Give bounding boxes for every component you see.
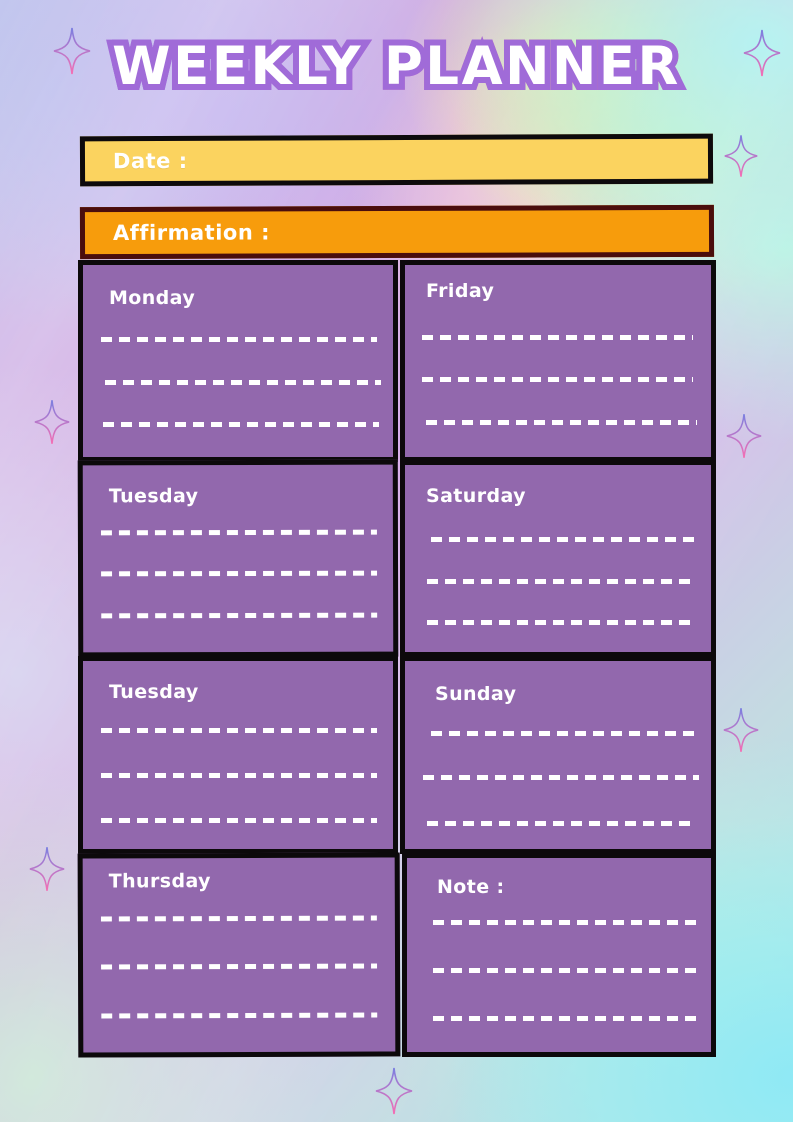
page-title: WEEKLY PLANNER WEEKLY PLANNER bbox=[0, 30, 793, 103]
writing-line[interactable] bbox=[101, 773, 377, 778]
day-label: Thursday bbox=[108, 870, 211, 893]
date-field[interactable]: Date : bbox=[79, 133, 714, 187]
sparkle-icon bbox=[33, 398, 71, 446]
sparkle-icon bbox=[742, 28, 782, 78]
sparkle-icon bbox=[723, 133, 759, 179]
writing-line[interactable] bbox=[101, 963, 378, 970]
day-label: Saturday bbox=[426, 485, 526, 507]
writing-line[interactable] bbox=[422, 335, 693, 340]
writing-line[interactable] bbox=[101, 570, 378, 577]
writing-line[interactable] bbox=[100, 529, 377, 536]
sparkle-icon bbox=[52, 26, 92, 76]
writing-line[interactable] bbox=[100, 915, 377, 922]
note-label: Note : bbox=[437, 876, 505, 898]
writing-line[interactable] bbox=[427, 821, 697, 826]
day-label: Tuesday bbox=[108, 485, 199, 508]
note-cell[interactable]: Note : bbox=[402, 853, 716, 1057]
writing-line[interactable] bbox=[101, 1012, 378, 1019]
writing-line[interactable] bbox=[433, 1016, 697, 1021]
day-cell-friday[interactable]: Friday bbox=[400, 260, 716, 462]
day-label: Sunday bbox=[435, 683, 517, 705]
day-cell-tuesday[interactable]: Tuesday bbox=[77, 459, 399, 658]
page-title-outline: WEEKLY PLANNER bbox=[106, 30, 684, 103]
date-label: Date : bbox=[112, 148, 188, 174]
day-label: Tuesday bbox=[109, 681, 199, 703]
day-label: Monday bbox=[109, 287, 196, 309]
writing-line[interactable] bbox=[433, 920, 697, 925]
day-cell-sunday[interactable]: Sunday bbox=[400, 656, 716, 854]
writing-line[interactable] bbox=[105, 380, 381, 385]
writing-line[interactable] bbox=[103, 422, 379, 427]
writing-line[interactable] bbox=[433, 968, 697, 973]
writing-line[interactable] bbox=[101, 337, 377, 342]
writing-line[interactable] bbox=[431, 537, 697, 542]
writing-line[interactable] bbox=[101, 612, 378, 619]
writing-line[interactable] bbox=[423, 775, 699, 780]
writing-line[interactable] bbox=[101, 818, 377, 823]
page-title-text: WEEKLY PLANNER bbox=[112, 36, 681, 97]
sparkle-icon bbox=[725, 412, 763, 460]
day-cell-saturday[interactable]: Saturday bbox=[400, 460, 716, 657]
writing-line[interactable] bbox=[427, 620, 697, 625]
day-cell-thursday[interactable]: Thursday bbox=[77, 852, 401, 1058]
day-cell-tuesday-2[interactable]: Tuesday bbox=[78, 656, 398, 854]
writing-line[interactable] bbox=[422, 377, 693, 382]
day-label: Friday bbox=[426, 280, 495, 302]
affirmation-label: Affirmation : bbox=[112, 220, 271, 245]
planner-grid: Monday Friday Tuesday Saturday Tuesday bbox=[77, 260, 716, 1058]
sparkle-icon bbox=[722, 706, 760, 754]
affirmation-field[interactable]: Affirmation : bbox=[79, 204, 715, 260]
writing-line[interactable] bbox=[427, 579, 697, 584]
sparkle-icon bbox=[28, 845, 66, 893]
sparkle-icon bbox=[374, 1066, 414, 1116]
writing-line[interactable] bbox=[431, 731, 697, 736]
day-cell-monday[interactable]: Monday bbox=[78, 260, 398, 462]
writing-line[interactable] bbox=[101, 728, 377, 733]
writing-line[interactable] bbox=[426, 420, 697, 425]
